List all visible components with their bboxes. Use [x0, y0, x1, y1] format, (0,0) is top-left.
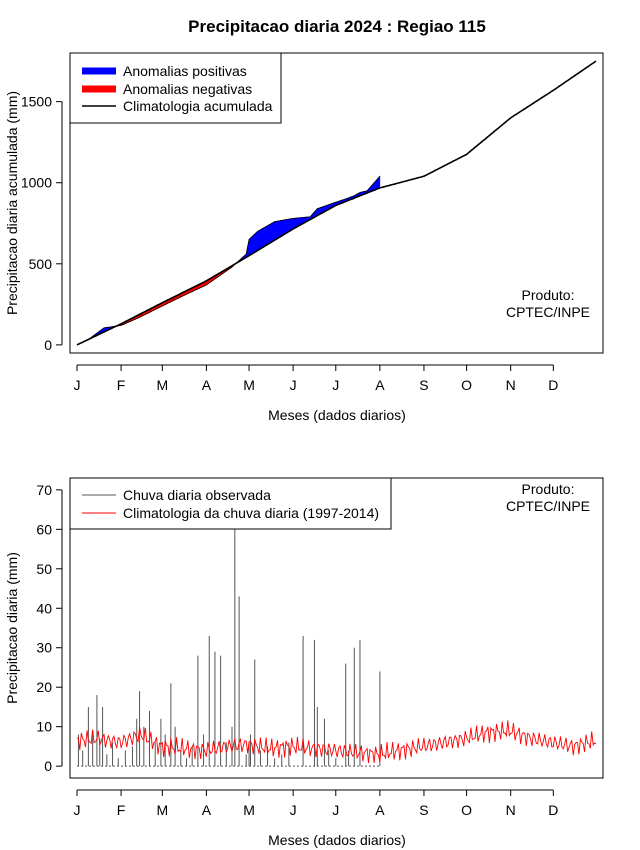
legend-climatology-label: Climatologia acumulada	[123, 98, 273, 114]
daily-y-tick-label: 20	[36, 679, 52, 695]
daily-ylabel: Precipitacao diaria (mm)	[4, 552, 20, 704]
accumulated-x-tick-label: N	[506, 377, 516, 393]
accumulated-x-tick-label: J	[290, 377, 297, 393]
climatology-daily-line	[76, 720, 597, 764]
daily-note-line1: Produto:	[522, 481, 575, 497]
daily-x-tick-label: N	[506, 802, 516, 818]
accumulated-marks	[76, 60, 597, 346]
accumulated-y-axis: 0 500 1000 1500	[21, 94, 63, 353]
daily-y-tick-label: 0	[44, 758, 52, 774]
accumulated-x-tick-label: M	[156, 377, 168, 393]
legend-negative-label: Anomalias negativas	[123, 81, 252, 97]
accumulated-x-tick-label: A	[375, 377, 385, 393]
daily-x-tick-label: J	[290, 802, 297, 818]
accumulated-ylabel: Precipitacao diaria acumulada (mm)	[4, 91, 20, 315]
daily-x-tick-label: S	[419, 802, 428, 818]
daily-y-tick-label: 10	[36, 719, 52, 735]
daily-x-tick-label: M	[243, 802, 255, 818]
accumulated-plot-frame	[69, 52, 604, 354]
accumulated-x-tick-label: D	[548, 377, 558, 393]
accumulated-y-tick-label: 1000	[21, 175, 52, 191]
legend-positive-label: Anomalias positivas	[123, 63, 247, 79]
accumulated-x-tick-label: J	[74, 377, 81, 393]
daily-x-tick-label: D	[548, 802, 558, 818]
accumulated-panel: 0 500 1000 1500 J F M A M J J A S O N D Precipitacao d…	[4, 52, 604, 423]
daily-y-axis: 0 10 20 30 40 50 60 70	[36, 482, 63, 774]
accumulated-legend: Anomalias positivas Anomalias negativas …	[69, 52, 282, 124]
figure-title: Precipitacao diaria 2024 : Regiao 115	[188, 17, 486, 36]
daily-legend-box	[69, 477, 392, 530]
daily-x-tick-label: M	[156, 802, 168, 818]
accumulated-x-tick-label: O	[461, 377, 472, 393]
daily-y-tick-label: 30	[36, 640, 52, 656]
daily-x-tick-label: F	[117, 802, 126, 818]
accumulated-x-tick-label: J	[332, 377, 339, 393]
daily-marks	[76, 525, 597, 767]
daily-y-tick-label: 50	[36, 561, 52, 577]
accumulated-y-tick-label: 500	[29, 256, 53, 272]
daily-y-tick-label: 70	[36, 482, 52, 498]
climatology-accumulated-line	[76, 60, 597, 346]
accumulated-y-tick-label: 1500	[21, 94, 52, 110]
accumulated-x-tick-label: S	[419, 377, 428, 393]
daily-xlabel: Meses (dados diarios)	[268, 832, 406, 848]
daily-x-tick-label: A	[202, 802, 212, 818]
daily-legend: Chuva diaria observada Climatologia da c…	[69, 477, 392, 530]
daily-x-tick-label: O	[461, 802, 472, 818]
daily-x-tick-label: A	[375, 802, 385, 818]
accumulated-x-tick-label: M	[243, 377, 255, 393]
legend-climatology-daily-label: Climatologia da chuva diaria (1997-2014)	[123, 505, 379, 521]
daily-y-tick-label: 40	[36, 600, 52, 616]
daily-x-tick-label: J	[74, 802, 81, 818]
daily-x-tick-label: J	[332, 802, 339, 818]
accumulated-x-tick-label: A	[202, 377, 212, 393]
accumulated-note-line1: Produto:	[522, 287, 575, 303]
observed-accumulated-line	[76, 175, 381, 346]
accumulated-note-line2: CPTEC/INPE	[506, 304, 590, 320]
daily-y-tick-label: 60	[36, 521, 52, 537]
daily-panel: 0 10 20 30 40 50 60 70 J F M A M J J A S O N D Precipitaca…	[4, 477, 604, 848]
accumulated-xlabel: Meses (dados diarios)	[268, 407, 406, 423]
legend-observed-label: Chuva diaria observada	[123, 487, 271, 503]
daily-note-line2: CPTEC/INPE	[506, 498, 590, 514]
accumulated-y-tick-label: 0	[44, 337, 52, 353]
accumulated-x-tick-label: F	[117, 377, 126, 393]
